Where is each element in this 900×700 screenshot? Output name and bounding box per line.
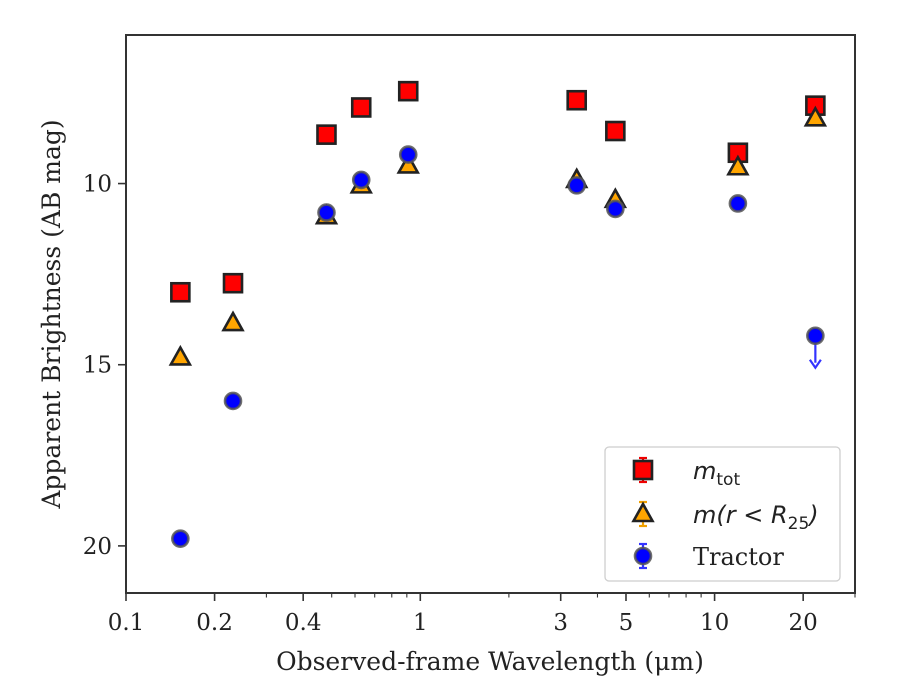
x-tick-label: 0.2 xyxy=(196,610,233,636)
data-point xyxy=(803,105,828,127)
data-point xyxy=(726,154,750,176)
x-tick-label: 0.1 xyxy=(108,610,145,636)
data-point xyxy=(223,391,243,411)
data-point xyxy=(351,170,371,190)
x-tick-label: 20 xyxy=(789,610,818,636)
data-point xyxy=(398,145,418,164)
data-markers xyxy=(168,80,828,548)
legend-label: mtot xyxy=(693,457,740,490)
legend-box xyxy=(604,446,841,582)
data-point xyxy=(170,281,191,303)
x-axis-title: Observed-frame Wavelength (μm) xyxy=(276,647,704,676)
series-circle xyxy=(171,145,825,548)
data-point xyxy=(316,124,337,145)
y-tick-label: 15 xyxy=(83,353,112,379)
legend-marker xyxy=(631,501,655,523)
data-point xyxy=(221,310,245,332)
y-tick-label: 20 xyxy=(83,534,112,560)
data-point xyxy=(566,89,588,111)
legend-marker xyxy=(632,459,654,481)
x-tick-label: 3 xyxy=(553,610,568,636)
legend: mtot m(r < R25) Tractor xyxy=(604,446,841,582)
legend-marker xyxy=(633,546,653,566)
x-tick-label: 1 xyxy=(413,610,428,636)
legend-label: Tractor xyxy=(693,543,784,571)
x-tick-label: 10 xyxy=(700,610,729,636)
legend-label: m(r < R25) xyxy=(693,501,819,534)
data-point xyxy=(168,344,193,366)
data-point xyxy=(317,203,336,222)
data-point xyxy=(567,176,587,195)
axis-ticks: 0.1 0.2 0.4 1 3 5 10 20 10 15 20 xyxy=(83,172,856,636)
data-point xyxy=(605,120,626,142)
data-point xyxy=(350,97,372,118)
x-tick-label: 5 xyxy=(619,610,634,636)
upper-limit-arrow xyxy=(808,359,822,370)
data-point xyxy=(396,152,420,174)
y-tick-label: 10 xyxy=(83,172,112,198)
data-point xyxy=(728,194,748,213)
data-point xyxy=(806,326,825,346)
data-point xyxy=(606,199,625,219)
data-point xyxy=(222,272,244,294)
data-point xyxy=(171,529,190,548)
y-axis-title: Apparent Brightness (AB mag) xyxy=(37,119,66,509)
data-point xyxy=(397,80,419,102)
x-tick-label: 0.4 xyxy=(285,610,322,636)
